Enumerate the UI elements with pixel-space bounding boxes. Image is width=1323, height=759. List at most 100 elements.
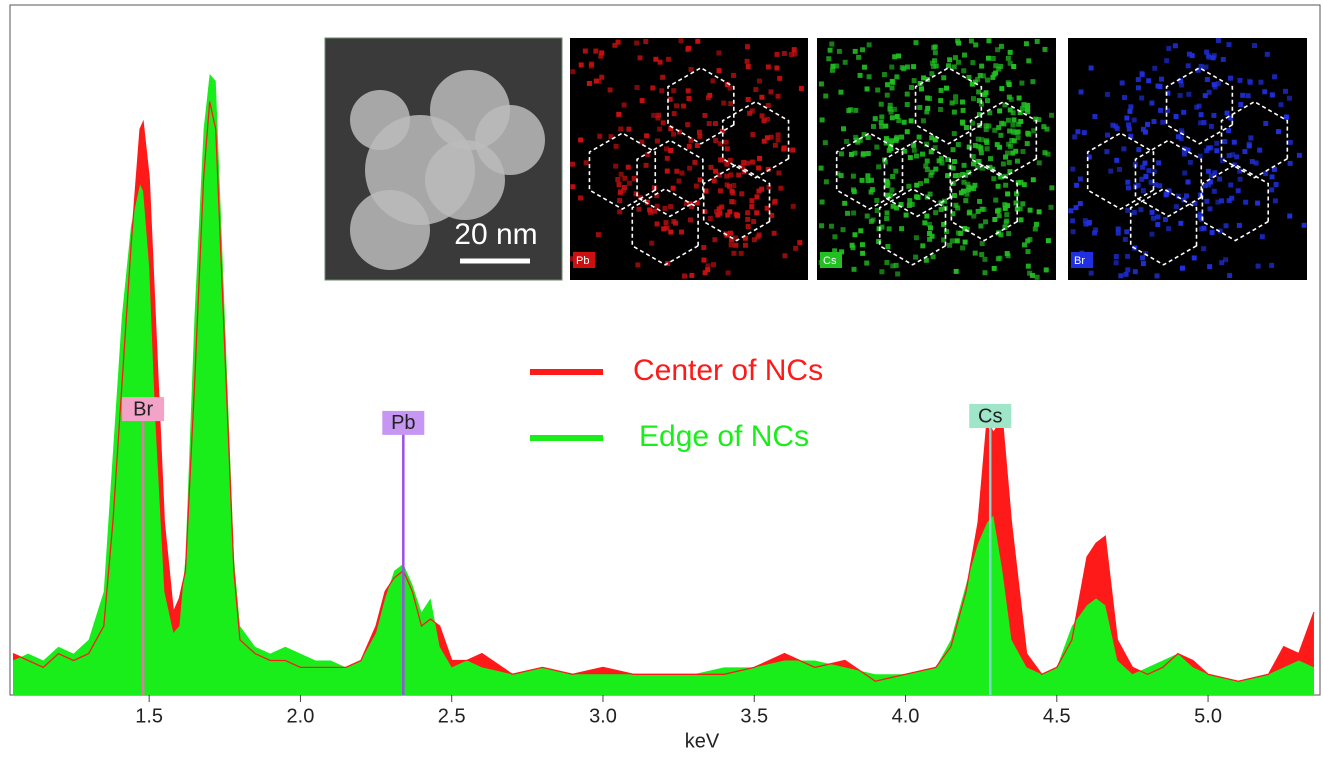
map-dot xyxy=(1202,120,1207,125)
map-dot xyxy=(728,101,733,106)
map-dot xyxy=(745,217,750,222)
map-dot xyxy=(608,87,613,92)
map-dot xyxy=(963,240,968,245)
map-dot xyxy=(874,145,879,150)
map-dot xyxy=(1165,108,1170,113)
map-dot xyxy=(689,67,694,72)
map-dot xyxy=(865,173,870,178)
map-dot xyxy=(874,198,879,203)
map-dot xyxy=(1072,134,1077,139)
map-dot xyxy=(750,132,755,137)
map-dot xyxy=(593,49,598,54)
map-dot xyxy=(997,108,1002,113)
map-dot xyxy=(1199,112,1204,117)
map-dot xyxy=(649,241,654,246)
map-dot xyxy=(773,143,778,148)
map-dot xyxy=(991,56,996,61)
map-dot xyxy=(1166,226,1171,231)
map-dot xyxy=(848,107,853,112)
map-dot xyxy=(671,88,676,93)
map-dot xyxy=(1255,201,1260,206)
map-dot xyxy=(992,266,997,271)
map-dot xyxy=(973,42,978,47)
map-dot xyxy=(850,243,855,248)
map-dot xyxy=(745,210,750,215)
map-dot xyxy=(982,257,987,262)
map-dot xyxy=(964,192,969,197)
map-dot xyxy=(1212,53,1217,58)
map-dot xyxy=(1248,80,1253,85)
map-dot xyxy=(1242,149,1247,154)
map-dot xyxy=(851,187,856,192)
x-tick-label: 4.5 xyxy=(1043,705,1071,727)
map-dot xyxy=(750,160,755,165)
map-dot xyxy=(692,160,697,165)
map-dot xyxy=(853,49,858,54)
map-dot xyxy=(717,206,722,211)
map-dot xyxy=(889,65,894,70)
map-dot xyxy=(1206,169,1211,174)
map-dot xyxy=(775,52,780,57)
map-dot xyxy=(1136,77,1141,82)
map-dot xyxy=(1035,39,1040,44)
map-dot xyxy=(890,115,895,120)
chart: keV BrPbCs1.52.02.53.03.54.04.55.0Center… xyxy=(0,0,1323,759)
map-dot xyxy=(1071,229,1076,234)
map-dot xyxy=(1258,80,1263,85)
map-dot xyxy=(1114,254,1119,259)
map-dot xyxy=(1122,95,1127,100)
map-dot xyxy=(570,184,575,189)
map-dot xyxy=(856,55,861,60)
map-dot xyxy=(980,241,985,246)
element-label: Cs xyxy=(978,405,1002,427)
map-dot xyxy=(865,214,870,219)
map-dot xyxy=(909,85,914,90)
map-dot xyxy=(614,144,619,149)
map-dot xyxy=(1198,154,1203,159)
map-dot xyxy=(933,50,938,55)
map-dot xyxy=(1108,169,1113,174)
map-dot xyxy=(774,65,779,70)
map-dot xyxy=(913,40,918,45)
map-dot xyxy=(708,216,713,221)
map-dot xyxy=(884,211,889,216)
map-dot xyxy=(1276,129,1281,134)
map-dot xyxy=(701,258,706,263)
map-dot xyxy=(866,151,871,156)
map-dot xyxy=(941,75,946,80)
map-dot xyxy=(977,199,982,204)
map-dot xyxy=(671,186,676,191)
map-dot xyxy=(778,186,783,191)
map-dot xyxy=(914,183,919,188)
map-dot xyxy=(1035,275,1040,280)
map-dot xyxy=(842,201,847,206)
map-dot xyxy=(899,226,904,231)
map-dot xyxy=(1074,183,1079,188)
inset-image xyxy=(1068,38,1307,280)
map-dot xyxy=(830,68,835,73)
map-dot xyxy=(1250,159,1255,164)
map-dot xyxy=(752,237,757,242)
map-dot xyxy=(1125,208,1130,213)
map-dot xyxy=(1212,189,1217,194)
map-dot xyxy=(1004,220,1009,225)
map-dot xyxy=(1124,229,1129,234)
map-dot xyxy=(1238,102,1243,107)
map-dot xyxy=(945,173,950,178)
x-tick-label: 2.5 xyxy=(438,705,466,727)
map-dot xyxy=(993,63,998,68)
map-dot xyxy=(1164,58,1169,63)
map-dot xyxy=(725,146,730,151)
map-dot xyxy=(839,173,844,178)
map-dot xyxy=(1215,200,1220,205)
map-dot xyxy=(1025,238,1030,243)
map-dot xyxy=(1252,43,1257,48)
map-dot xyxy=(640,98,645,103)
map-dot xyxy=(826,56,831,61)
map-dot xyxy=(885,82,890,87)
map-dot xyxy=(638,55,643,60)
map-dot xyxy=(578,137,583,142)
map-dot xyxy=(772,231,777,236)
map-dot xyxy=(782,51,787,56)
map-dot xyxy=(1074,205,1079,210)
